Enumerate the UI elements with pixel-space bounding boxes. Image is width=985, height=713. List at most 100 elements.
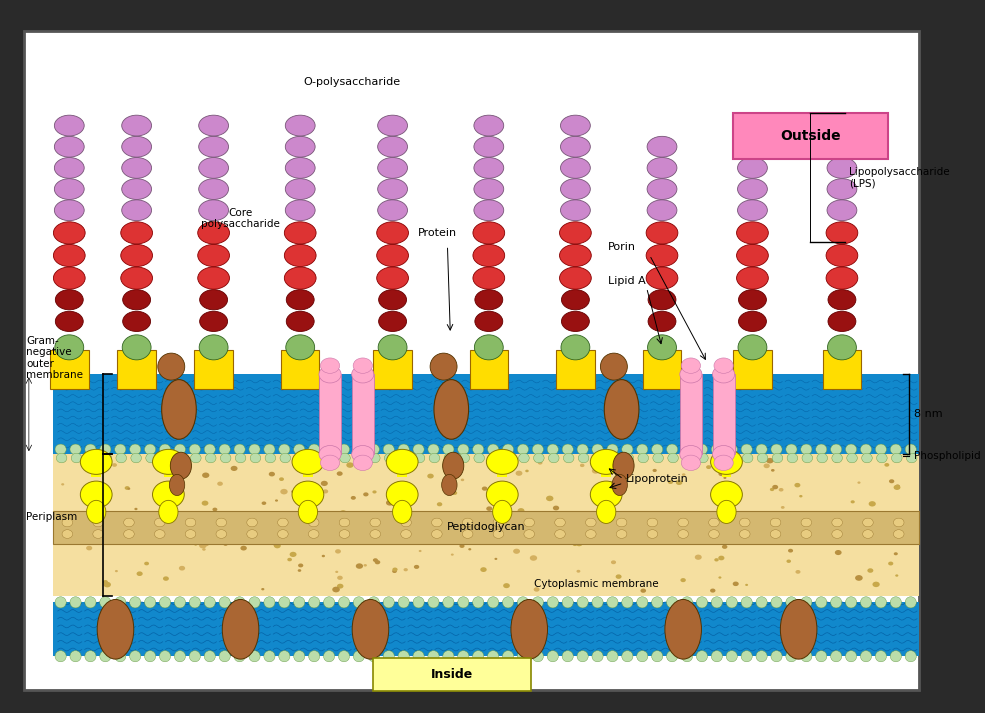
Ellipse shape [339,651,350,662]
Ellipse shape [189,651,200,662]
Ellipse shape [199,158,229,178]
Ellipse shape [796,570,801,574]
Ellipse shape [740,530,750,538]
Ellipse shape [269,472,275,476]
Ellipse shape [889,479,894,483]
Ellipse shape [532,597,544,608]
Ellipse shape [219,597,230,608]
Ellipse shape [368,651,379,662]
Ellipse shape [590,481,623,508]
Ellipse shape [153,449,184,474]
Ellipse shape [682,473,686,476]
Ellipse shape [122,136,152,157]
Ellipse shape [458,597,469,608]
Ellipse shape [502,496,510,502]
Ellipse shape [121,267,153,289]
Ellipse shape [890,444,901,455]
Ellipse shape [819,528,823,532]
Ellipse shape [678,518,689,527]
Ellipse shape [706,465,711,469]
Ellipse shape [863,530,874,538]
Ellipse shape [427,651,439,662]
Ellipse shape [210,536,218,542]
Ellipse shape [355,453,365,463]
Ellipse shape [332,587,340,593]
Ellipse shape [206,453,216,463]
Ellipse shape [294,525,300,530]
Bar [53,454,919,595]
Ellipse shape [717,501,736,523]
Ellipse shape [733,582,739,586]
Ellipse shape [560,179,590,200]
Ellipse shape [127,488,130,490]
Ellipse shape [310,453,320,463]
Ellipse shape [262,501,266,505]
Ellipse shape [85,651,96,662]
Ellipse shape [474,136,503,157]
Ellipse shape [427,597,439,608]
Ellipse shape [275,499,278,502]
Ellipse shape [230,466,237,471]
Ellipse shape [562,444,573,455]
Ellipse shape [828,289,856,310]
Ellipse shape [323,489,328,493]
Ellipse shape [738,200,767,220]
Ellipse shape [234,597,245,608]
Ellipse shape [548,444,558,455]
Ellipse shape [86,545,93,550]
Ellipse shape [55,289,83,310]
Ellipse shape [647,335,677,360]
Ellipse shape [830,651,842,662]
Ellipse shape [298,563,303,568]
Ellipse shape [524,530,535,538]
Ellipse shape [832,518,842,527]
Ellipse shape [682,358,700,374]
Ellipse shape [199,543,207,548]
Ellipse shape [182,539,185,541]
Ellipse shape [585,518,596,527]
Bar [281,350,319,389]
Ellipse shape [352,366,374,383]
Ellipse shape [612,474,627,496]
Ellipse shape [170,535,173,537]
Ellipse shape [517,508,524,513]
Ellipse shape [741,651,753,662]
Ellipse shape [827,179,857,200]
Ellipse shape [475,312,502,332]
Ellipse shape [738,158,767,178]
Ellipse shape [694,555,701,560]
Ellipse shape [398,444,409,455]
Ellipse shape [372,491,376,493]
Ellipse shape [611,521,617,526]
Ellipse shape [377,116,408,136]
Ellipse shape [895,575,898,577]
Ellipse shape [351,496,356,500]
Ellipse shape [169,474,185,496]
Ellipse shape [510,499,513,502]
Ellipse shape [738,179,767,200]
Ellipse shape [285,222,316,244]
Ellipse shape [65,526,69,530]
Ellipse shape [488,444,498,455]
Ellipse shape [339,597,350,608]
Ellipse shape [481,568,487,572]
Ellipse shape [399,453,410,463]
Ellipse shape [452,491,457,495]
Ellipse shape [851,501,855,503]
Bar [722,456,731,477]
Ellipse shape [830,444,842,455]
Ellipse shape [648,289,676,310]
Ellipse shape [832,453,842,463]
Bar [194,350,232,389]
Ellipse shape [577,597,588,608]
Ellipse shape [652,597,663,608]
Ellipse shape [325,453,335,463]
Text: Gram-
negative
outer
membrane: Gram- negative outer membrane [26,336,83,380]
Ellipse shape [835,511,843,516]
Ellipse shape [493,518,503,527]
Ellipse shape [826,245,858,267]
Ellipse shape [744,525,749,528]
Ellipse shape [525,470,529,472]
Ellipse shape [893,485,900,490]
Ellipse shape [199,516,203,519]
